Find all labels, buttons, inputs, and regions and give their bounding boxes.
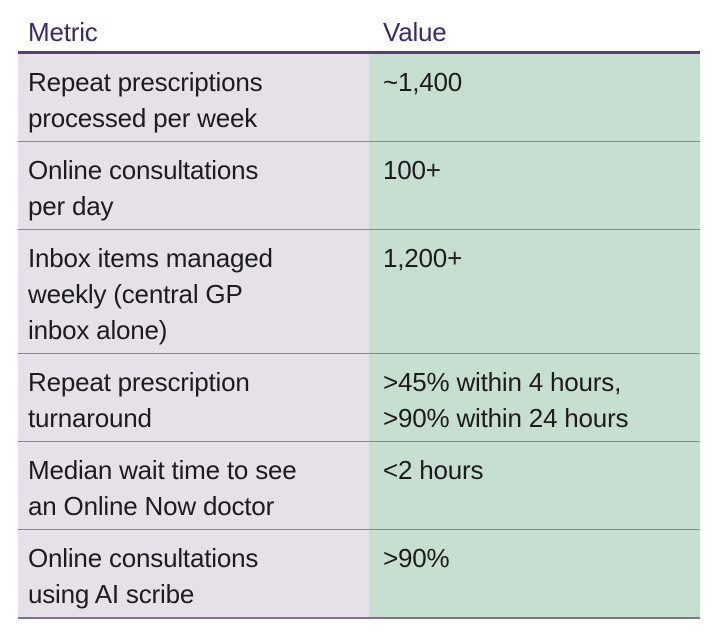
value-cell: 100+ — [369, 142, 700, 229]
table-row: Online consultations using AI scribe >90… — [18, 530, 700, 619]
column-header-metric: Metric — [28, 17, 98, 47]
table-row: Online consultations per day 100+ — [18, 142, 700, 230]
value-cell: >45% within 4 hours, >90% within 24 hour… — [369, 354, 700, 441]
value-cell: <2 hours — [369, 442, 700, 529]
column-header-value: Value — [383, 17, 447, 47]
table-row: Repeat prescriptions processed per week … — [18, 54, 700, 142]
table-header-row: Metric Value — [18, 10, 700, 54]
metric-cell: Inbox items managed weekly (central GP i… — [18, 230, 369, 353]
metric-cell: Online consultations using AI scribe — [18, 530, 369, 617]
metric-cell: Repeat prescription turnaround — [18, 354, 369, 441]
value-cell: ~1,400 — [369, 54, 700, 141]
table-row: Inbox items managed weekly (central GP i… — [18, 230, 700, 354]
metric-cell: Median wait time to see an Online Now do… — [18, 442, 369, 529]
table-row: Median wait time to see an Online Now do… — [18, 442, 700, 530]
table-row: Repeat prescription turnaround >45% with… — [18, 354, 700, 442]
metrics-table: Metric Value Repeat prescriptions proces… — [18, 10, 700, 619]
metric-cell: Repeat prescriptions processed per week — [18, 54, 369, 141]
value-cell: >90% — [369, 530, 700, 617]
metric-cell: Online consultations per day — [18, 142, 369, 229]
value-cell: 1,200+ — [369, 230, 700, 353]
